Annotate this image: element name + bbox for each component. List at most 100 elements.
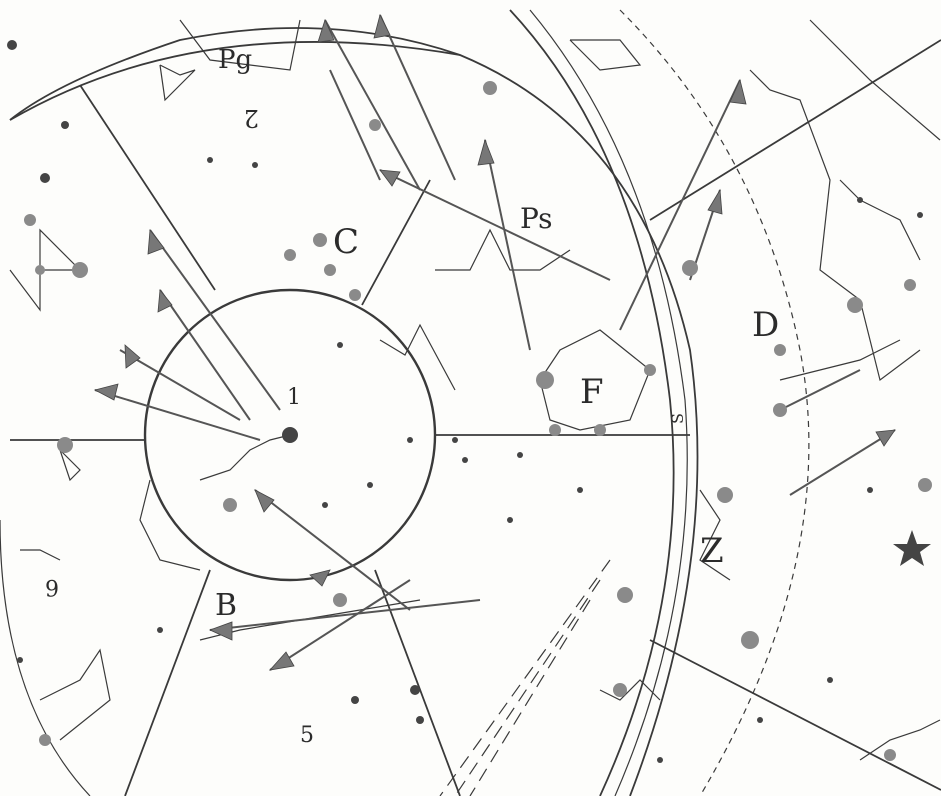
constellation-e [839,179,921,261]
label-d: D [752,305,779,345]
star [549,424,561,436]
constellation-inner [379,323,456,391]
arrowhead-10 [208,621,233,641]
outer-circle-left-arc [0,519,91,796]
arrowhead-9 [254,489,275,513]
star [644,364,656,376]
star [757,717,763,723]
division-line-se [649,639,941,791]
division-line-s [374,569,461,796]
dashed-arc [619,9,810,796]
constellation-top [179,19,301,71]
division-line-sw [124,569,211,796]
label-region-2: 2 [244,104,259,132]
star [284,249,296,261]
arrowhead-2 [373,13,391,39]
star [157,627,163,633]
star [867,487,873,493]
label-region-5: 5 [300,723,314,748]
meteor-trail-11 [209,599,481,631]
star [57,437,73,453]
dashed-trail-2 [454,579,601,796]
meteor-trail-10 [254,489,411,611]
meteor-trail-7 [159,289,251,421]
star [351,696,359,704]
star [483,81,497,95]
constellation-west [9,228,82,312]
arrowhead-5 [147,228,165,255]
arrowhead-6 [157,288,173,313]
star [577,487,583,493]
star [918,478,932,492]
star [322,502,328,508]
arrowhead-7 [93,383,119,401]
arrowhead-4 [379,169,401,187]
meteor-trail-6 [149,229,281,411]
meteor-trail-12 [269,579,411,671]
star [223,498,237,512]
meteor-trail-3 [329,69,381,181]
band-arc-2 [529,9,688,796]
star [847,297,863,313]
constellation-center [199,434,291,481]
constellation-f [539,329,651,431]
star [773,403,787,417]
meteor-trail-13 [619,79,741,331]
star [61,121,69,129]
meteor-trail-16 [789,429,896,496]
meteor-trail-4 [484,139,531,351]
star [904,279,916,291]
star [17,657,23,663]
star [333,593,347,607]
star-bright-center [282,427,298,443]
star [324,264,336,276]
label-s: S [668,413,687,424]
star-symbol-icon [893,530,931,566]
star [39,734,51,746]
star [717,487,733,503]
star [617,587,633,603]
star [35,265,45,275]
constellation-top-right [569,39,642,71]
meteor-trail-9 [119,349,241,421]
star [536,371,554,389]
arrowhead-12 [729,78,747,105]
star [40,173,50,183]
star [594,424,606,436]
constellation-arc-left [139,479,201,571]
arrowhead-11 [268,651,295,671]
star [657,757,663,763]
star [462,457,468,463]
constellation-se [859,719,941,761]
meteor-trail-2 [379,14,456,181]
label-f: F [580,372,604,412]
dashed-trail-1 [439,559,611,796]
meteor-trail-15 [779,369,861,411]
constellation-w-small [59,449,81,482]
star [207,157,213,163]
arrowhead-13 [707,188,723,215]
star [24,214,36,226]
star [682,260,698,276]
arrowhead-8 [124,344,141,369]
star [313,233,327,247]
arrowhead-14 [875,429,896,447]
division-line-ne-far [649,39,941,221]
star [337,342,343,348]
star [774,344,786,356]
constellation-d-2 [779,339,901,381]
band-arc-1 [509,9,675,796]
meteor-trail-8 [94,389,261,441]
star [507,517,513,523]
star [7,40,17,50]
dashed-trail-3 [469,599,591,796]
arrowhead-3 [477,138,495,166]
constellation-pg [159,64,196,102]
star [884,749,896,761]
star [857,197,863,203]
label-b: B [215,588,237,623]
label-region-6: 6 [45,574,59,599]
division-line-nw [79,84,216,291]
